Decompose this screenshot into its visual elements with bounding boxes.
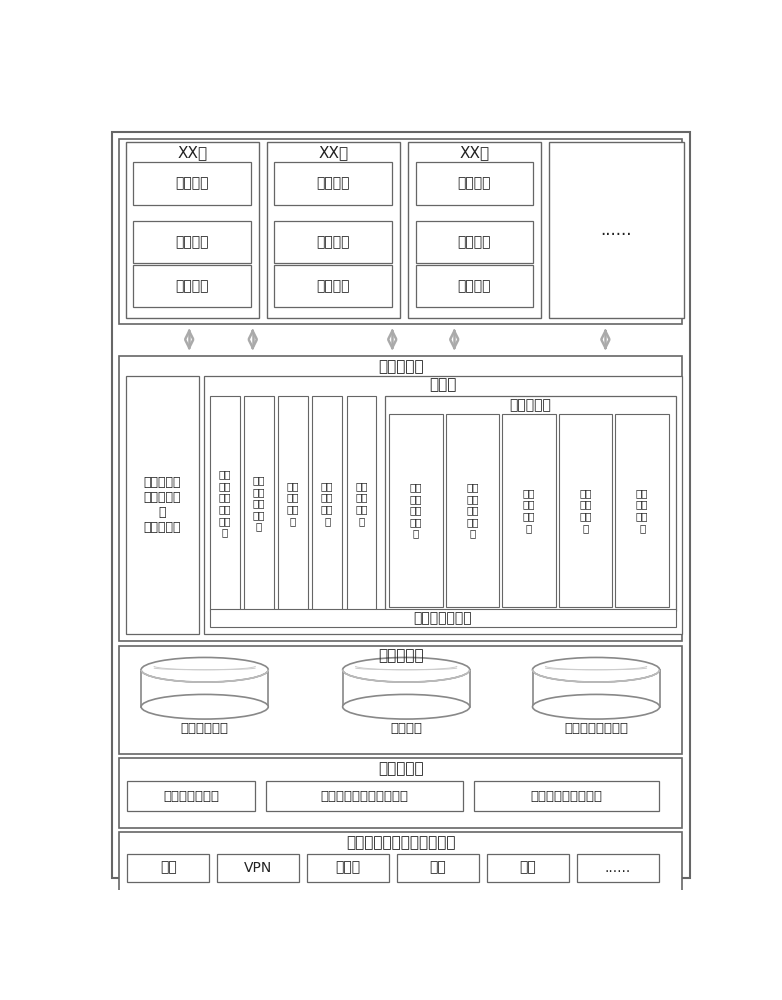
Text: 监督中心: 监督中心 xyxy=(317,177,350,191)
Bar xyxy=(474,781,659,811)
Bar xyxy=(274,221,393,263)
Bar xyxy=(134,221,251,263)
Text: 监督中心: 监督中心 xyxy=(175,177,209,191)
Text: 专业部门: 专业部门 xyxy=(317,279,350,293)
Text: 地下
管线
信息
子系
统: 地下 管线 信息 子系 统 xyxy=(410,482,422,539)
Text: 应用维护层: 应用维护层 xyxy=(378,761,424,776)
Text: XX市: XX市 xyxy=(459,146,490,161)
Text: 专业部门: 专业部门 xyxy=(457,279,491,293)
Text: 监督
指挥
子系
统: 监督 指挥 子系 统 xyxy=(321,481,333,526)
Text: 应用维护了系统: 应用维护了系统 xyxy=(163,790,219,803)
Text: 系统运行支持数据: 系统运行支持数据 xyxy=(564,722,628,735)
Bar xyxy=(120,758,682,828)
Text: 业务数据: 业务数据 xyxy=(390,722,422,735)
Bar xyxy=(533,670,660,707)
Bar xyxy=(278,396,308,611)
Text: 服务器: 服务器 xyxy=(335,861,361,875)
Bar xyxy=(244,396,274,611)
Text: 城管云中心: 城管云中心 xyxy=(378,359,424,374)
Bar xyxy=(487,854,569,882)
Ellipse shape xyxy=(141,694,268,719)
Bar xyxy=(549,142,683,318)
Text: 专业部门: 专业部门 xyxy=(175,279,209,293)
Bar xyxy=(267,142,400,318)
Bar xyxy=(120,356,682,641)
Bar xyxy=(407,142,541,318)
Bar xyxy=(576,854,659,882)
Bar xyxy=(120,832,682,892)
Bar xyxy=(210,396,239,611)
Text: 综合
评价
子系
统: 综合 评价 子系 统 xyxy=(355,481,368,526)
Bar xyxy=(127,781,255,811)
Bar xyxy=(126,142,259,318)
Text: 监管
数据
无线
采集
服务
端: 监管 数据 无线 采集 服务 端 xyxy=(219,469,231,537)
Bar xyxy=(397,854,479,882)
Text: 指挥中心: 指挥中心 xyxy=(457,235,491,249)
Bar xyxy=(127,854,210,882)
Text: 应用层: 应用层 xyxy=(429,377,457,392)
Bar xyxy=(126,376,199,634)
Bar xyxy=(446,414,499,607)
Bar xyxy=(415,162,533,205)
Ellipse shape xyxy=(141,657,268,682)
Text: 监督中心: 监督中心 xyxy=(457,177,491,191)
Bar xyxy=(274,265,393,307)
Bar xyxy=(141,670,268,707)
Text: ......: ...... xyxy=(604,861,631,875)
Bar xyxy=(266,781,463,811)
Text: XX市: XX市 xyxy=(318,146,349,161)
Bar xyxy=(389,414,443,607)
Ellipse shape xyxy=(533,657,660,682)
Text: ......: ...... xyxy=(601,221,632,239)
Ellipse shape xyxy=(343,657,470,682)
Bar xyxy=(217,854,300,882)
Text: 数字
执法
了系
统: 数字 执法 了系 统 xyxy=(579,488,592,533)
Text: 指挥中心: 指挥中心 xyxy=(175,235,209,249)
Text: 云数据中心: 云数据中心 xyxy=(378,648,424,663)
Text: 安全: 安全 xyxy=(519,861,536,875)
Text: 扩展子系统: 扩展子系统 xyxy=(510,398,551,412)
Text: 社会
管理
了系
统: 社会 管理 了系 统 xyxy=(523,488,536,533)
Text: 园林
绿化
管理
子系
统: 园林 绿化 管理 子系 统 xyxy=(466,482,479,539)
Ellipse shape xyxy=(343,694,470,719)
Text: 存储: 存储 xyxy=(429,861,447,875)
Text: 地理空间数据: 地理空间数据 xyxy=(181,722,228,735)
Bar xyxy=(559,414,612,607)
Text: 基础设施管理了系统: 基础设施管理了系统 xyxy=(530,790,602,803)
Text: 环卫
管理
了系
统: 环卫 管理 了系 统 xyxy=(636,488,648,533)
Bar xyxy=(274,162,393,205)
Bar xyxy=(134,162,251,205)
Text: 指挥中心: 指挥中心 xyxy=(317,235,350,249)
Bar xyxy=(204,376,682,634)
Bar xyxy=(615,414,669,607)
Text: VPN: VPN xyxy=(244,861,272,875)
Bar xyxy=(415,221,533,263)
Bar xyxy=(343,670,470,707)
Ellipse shape xyxy=(533,694,660,719)
Text: 监管数据无
线采集子系
统
（城管通）: 监管数据无 线采集子系 统 （城管通） xyxy=(144,476,181,534)
Text: 协同
工作
子系
统: 协同 工作 子系 统 xyxy=(287,481,300,526)
Bar xyxy=(120,646,682,754)
Bar xyxy=(210,609,676,627)
Bar xyxy=(120,139,682,324)
Text: 省级城管云中心基础设施层: 省级城管云中心基础设施层 xyxy=(346,835,456,850)
Bar xyxy=(386,396,676,611)
Text: 地理编码子系统: 地理编码子系统 xyxy=(414,611,472,625)
Bar xyxy=(313,396,342,611)
Text: 监督
中心
受理
子系
统: 监督 中心 受理 子系 统 xyxy=(253,475,265,532)
Bar xyxy=(134,265,251,307)
Bar xyxy=(346,396,376,611)
Bar xyxy=(415,265,533,307)
Bar xyxy=(307,854,389,882)
Text: 网络: 网络 xyxy=(160,861,177,875)
Text: XX市: XX市 xyxy=(178,146,207,161)
Bar xyxy=(502,414,556,607)
Text: 基础数据资源管理了系统: 基础数据资源管理了系统 xyxy=(321,790,408,803)
